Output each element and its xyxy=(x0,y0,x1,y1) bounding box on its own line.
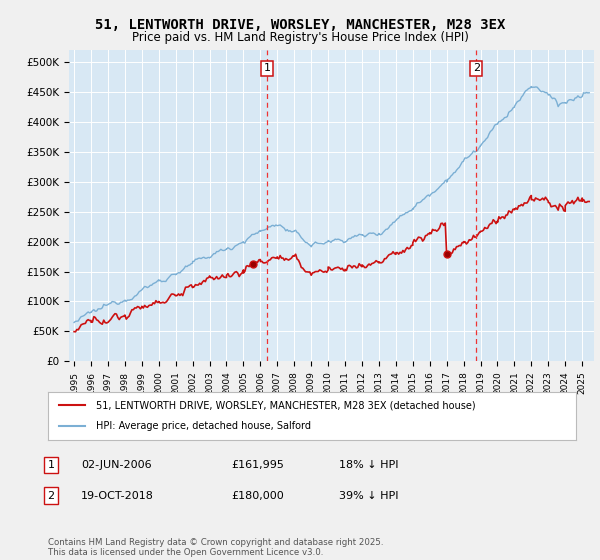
Text: 18% ↓ HPI: 18% ↓ HPI xyxy=(339,460,398,470)
Text: 02-JUN-2006: 02-JUN-2006 xyxy=(81,460,152,470)
Bar xyxy=(268,50,476,361)
Text: 51, LENTWORTH DRIVE, WORSLEY, MANCHESTER, M28 3EX (detached house): 51, LENTWORTH DRIVE, WORSLEY, MANCHESTER… xyxy=(95,400,475,410)
Text: HPI: Average price, detached house, Salford: HPI: Average price, detached house, Salf… xyxy=(95,421,311,431)
Text: 51, LENTWORTH DRIVE, WORSLEY, MANCHESTER, M28 3EX: 51, LENTWORTH DRIVE, WORSLEY, MANCHESTER… xyxy=(95,18,505,32)
Text: 2: 2 xyxy=(47,491,55,501)
Text: 2: 2 xyxy=(473,63,480,73)
Text: 39% ↓ HPI: 39% ↓ HPI xyxy=(339,491,398,501)
Text: 1: 1 xyxy=(264,63,271,73)
Text: 19-OCT-2018: 19-OCT-2018 xyxy=(81,491,154,501)
Text: £161,995: £161,995 xyxy=(231,460,284,470)
Text: 1: 1 xyxy=(47,460,55,470)
Text: £180,000: £180,000 xyxy=(231,491,284,501)
Text: Contains HM Land Registry data © Crown copyright and database right 2025.
This d: Contains HM Land Registry data © Crown c… xyxy=(48,538,383,557)
Text: Price paid vs. HM Land Registry's House Price Index (HPI): Price paid vs. HM Land Registry's House … xyxy=(131,31,469,44)
